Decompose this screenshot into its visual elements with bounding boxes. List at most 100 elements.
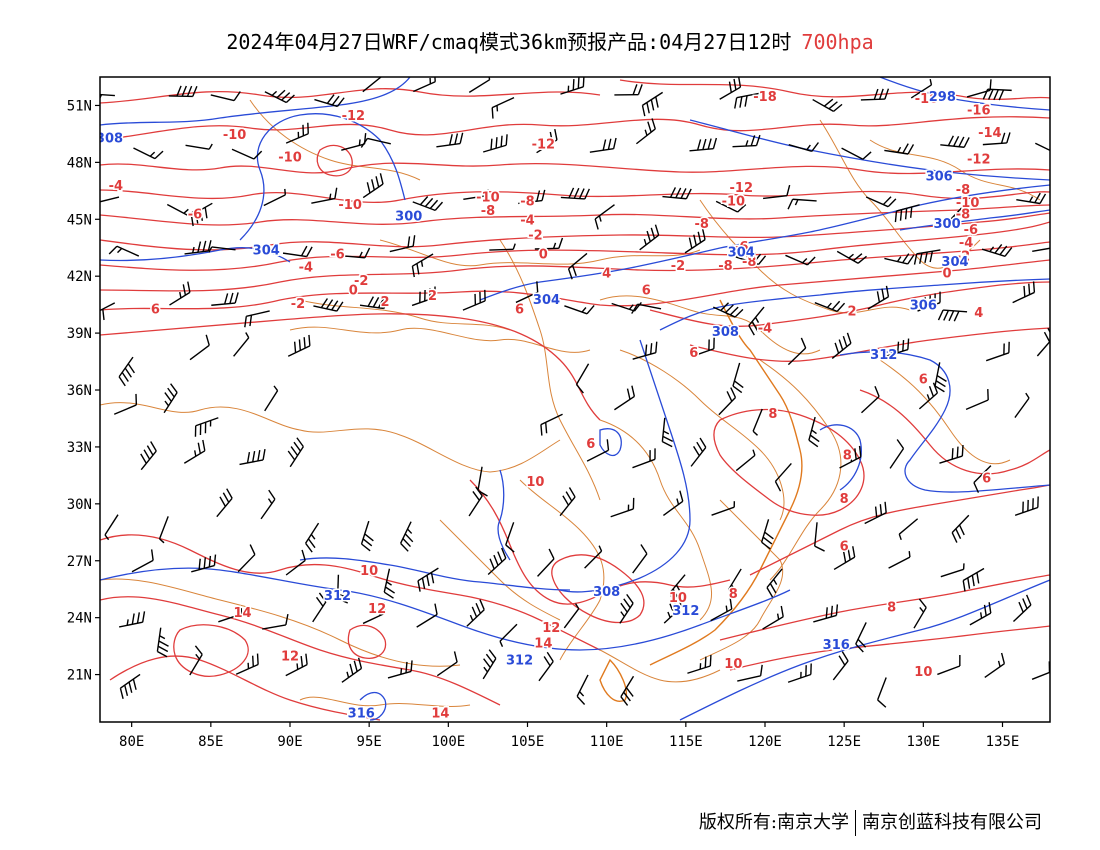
wind-barb — [235, 653, 259, 675]
wind-barb — [362, 77, 382, 93]
wind-barb — [156, 627, 169, 658]
wind-barb — [940, 563, 965, 578]
temperature-label: -8 — [694, 217, 708, 232]
temperature-label: 12 — [542, 621, 560, 636]
wind-barb — [417, 567, 439, 592]
wind-barb — [468, 77, 491, 93]
temperature-label: 14 — [431, 707, 449, 722]
lat-label: 30N — [67, 497, 92, 513]
height-label-halo: 316 — [823, 638, 850, 653]
wind-barb — [468, 486, 483, 517]
wind-barb — [611, 302, 642, 312]
wind-barb — [940, 135, 970, 148]
temperature-label-halo: -18 — [753, 90, 777, 105]
temperature-label: 6 — [982, 471, 991, 486]
wind-barb — [313, 298, 344, 312]
wind-barb — [787, 198, 817, 210]
footer-copyright: 版权所有:南京大学 — [698, 812, 849, 833]
height-label-halo: 312 — [506, 653, 533, 668]
wind-barb — [287, 334, 311, 357]
temperature-label: 6 — [151, 302, 160, 317]
wind-barb — [969, 602, 992, 626]
chart-title: 2024年04月27日WRF/cmaq模式36km预报产品:04月27日12时 7… — [0, 26, 1100, 55]
temperature-label: -10 — [338, 198, 362, 213]
wind-barb — [413, 77, 436, 93]
wind-barb — [876, 677, 887, 708]
wind-barb — [710, 598, 733, 622]
temperature-label: 8 — [840, 492, 849, 507]
lon-label: 130E — [906, 734, 940, 750]
wind-barb — [189, 334, 210, 361]
wind-barb — [383, 568, 396, 599]
wind-barb — [483, 134, 508, 153]
temperature-label-halo: -8 — [481, 204, 495, 219]
temperature-label: -4 — [520, 213, 534, 228]
wind-barb — [861, 385, 880, 414]
temperature-label: -16 — [967, 103, 991, 118]
wind-barb — [1014, 496, 1039, 516]
temperature-label: 2 — [848, 304, 857, 319]
wind-barb — [1014, 392, 1030, 418]
temperature-label-halo: 2 — [428, 289, 437, 304]
wind-barb — [888, 551, 911, 569]
wind-barb — [860, 88, 890, 101]
wind-barb — [216, 488, 233, 518]
wind-barb — [635, 118, 656, 145]
wind-barb — [190, 202, 213, 227]
wind-barb — [982, 88, 1012, 101]
height-label: 308 — [593, 585, 620, 600]
wind-barb — [560, 187, 590, 200]
height-label-halo: 308 — [712, 325, 739, 340]
height-label: 300 — [395, 209, 422, 224]
wind-barb — [832, 651, 849, 681]
temperature-label-halo: 6 — [982, 471, 991, 486]
temperature-label: 6 — [642, 283, 651, 298]
wind-barb — [785, 254, 816, 266]
temperature-label: 4 — [602, 266, 611, 281]
wind-barb — [984, 652, 1006, 679]
wind-barb — [718, 387, 737, 416]
wind-barb — [210, 91, 241, 102]
wind-barb — [505, 522, 515, 553]
wind-barb — [728, 568, 742, 599]
wind-barb — [559, 487, 576, 517]
temperature-label: 14 — [534, 636, 552, 651]
temperature-label-halo: -10 — [476, 191, 500, 206]
wind-barb — [262, 613, 289, 630]
wind-barb — [537, 548, 555, 577]
wind-barb — [282, 245, 313, 258]
temperature-label-halo: -12 — [532, 137, 556, 152]
wind-barb — [466, 599, 485, 627]
wind-barb — [359, 296, 390, 310]
wind-barb — [311, 187, 338, 204]
wind-barb — [614, 385, 636, 411]
wind-barb — [237, 544, 256, 573]
temperature-label: -8 — [481, 204, 495, 219]
wind-barb — [264, 385, 279, 412]
wind-barb — [865, 196, 897, 208]
wind-barb — [884, 338, 910, 358]
temperature-label: 4 — [974, 306, 983, 321]
lat-label: 33N — [67, 440, 92, 456]
lat-axis: 51N 48N 45N 42N 39N 36N 33N 30N 27N 24N 21N — [67, 98, 100, 684]
temperature-label: -12 — [967, 153, 991, 168]
temperature-label-halo: -14 — [978, 126, 1002, 141]
wind-barb — [169, 281, 191, 306]
wind-barb — [463, 189, 489, 201]
wind-barb — [734, 92, 761, 109]
temperature-label: -10 — [722, 194, 746, 209]
wind-barb — [341, 657, 363, 683]
wind-barb — [762, 605, 784, 630]
wind-barb — [966, 79, 992, 98]
wind-barb — [732, 362, 744, 394]
temperature-label-halo: 8 — [768, 407, 777, 422]
lon-label: 80E — [119, 734, 144, 750]
temperature-label: -2 — [956, 249, 970, 264]
wind-barb — [766, 568, 783, 598]
wind-barb — [244, 310, 270, 328]
temperature-label-halo: -8 — [742, 255, 756, 270]
height-label: 304 — [533, 293, 560, 308]
wind-barb — [233, 332, 250, 357]
temperature-label-halo: -4 — [299, 261, 313, 276]
temperature-label: -8 — [742, 255, 756, 270]
